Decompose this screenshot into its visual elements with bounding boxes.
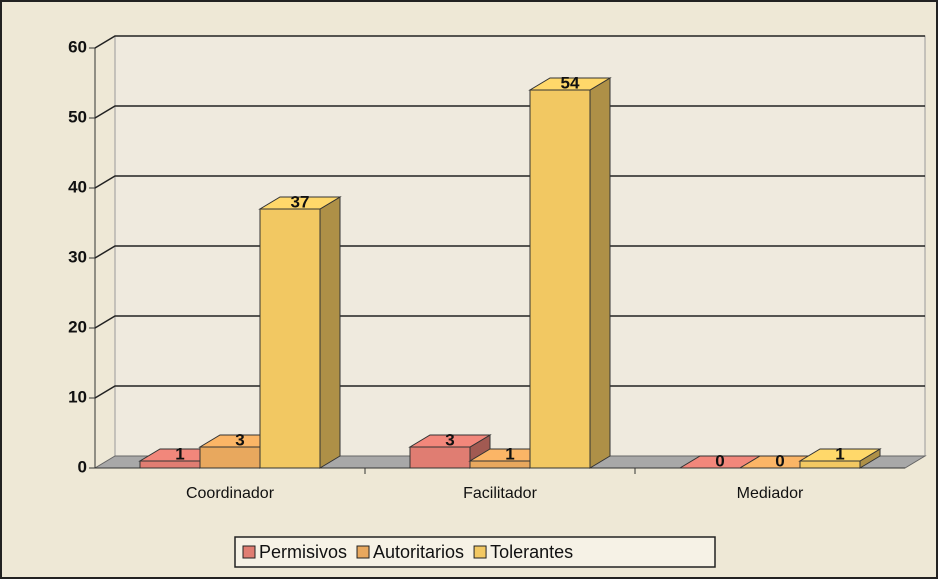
bar	[258, 196, 342, 469]
y-tick-label: 60	[68, 37, 87, 56]
data-label: 54	[561, 73, 580, 92]
legend-label: Autoritarios	[373, 542, 464, 562]
bar-top	[258, 196, 342, 210]
y-tick-label: 10	[68, 387, 87, 406]
bar-front	[799, 460, 861, 469]
y-tick-label: 20	[68, 317, 87, 336]
data-label: 1	[835, 444, 844, 463]
grid-line	[94, 245, 925, 259]
bar-front	[409, 446, 471, 469]
legend-label: Tolerantes	[490, 542, 573, 562]
y-tick-label: 30	[68, 247, 87, 266]
bar-front	[469, 460, 531, 469]
bar-side	[589, 77, 611, 469]
bar-top	[798, 448, 882, 462]
y-tick-label: 0	[78, 457, 87, 476]
bar-top	[528, 77, 612, 91]
bar-front	[139, 460, 201, 469]
bar-top	[408, 434, 492, 448]
x-tick-label: Coordinador	[186, 485, 275, 502]
x-tick-label: Mediador	[737, 485, 804, 502]
data-label: 3	[235, 430, 244, 449]
data-label: 0	[775, 451, 784, 470]
data-label: 0	[715, 451, 724, 470]
bar-front	[199, 446, 261, 469]
bar-side	[319, 196, 341, 469]
y-tick-label: 50	[68, 107, 87, 126]
legend-swatch	[473, 545, 487, 559]
bar-front	[259, 208, 321, 469]
legend-swatch	[242, 545, 256, 559]
grid-line	[94, 315, 925, 329]
grid-line	[94, 35, 925, 49]
data-label: 1	[175, 444, 184, 463]
data-label: 1	[505, 444, 514, 463]
grid-line	[94, 175, 925, 189]
data-label: 3	[445, 430, 454, 449]
y-tick-label: 40	[68, 177, 87, 196]
legend-swatch	[356, 545, 370, 559]
data-label: 37	[291, 192, 310, 211]
grid-line	[94, 385, 925, 399]
bar	[528, 77, 612, 469]
x-tick-label: Facilitador	[463, 485, 537, 502]
grid-line	[94, 105, 925, 119]
bar-front	[529, 89, 591, 469]
legend-label: Permisivos	[259, 542, 347, 562]
bar	[798, 448, 882, 469]
